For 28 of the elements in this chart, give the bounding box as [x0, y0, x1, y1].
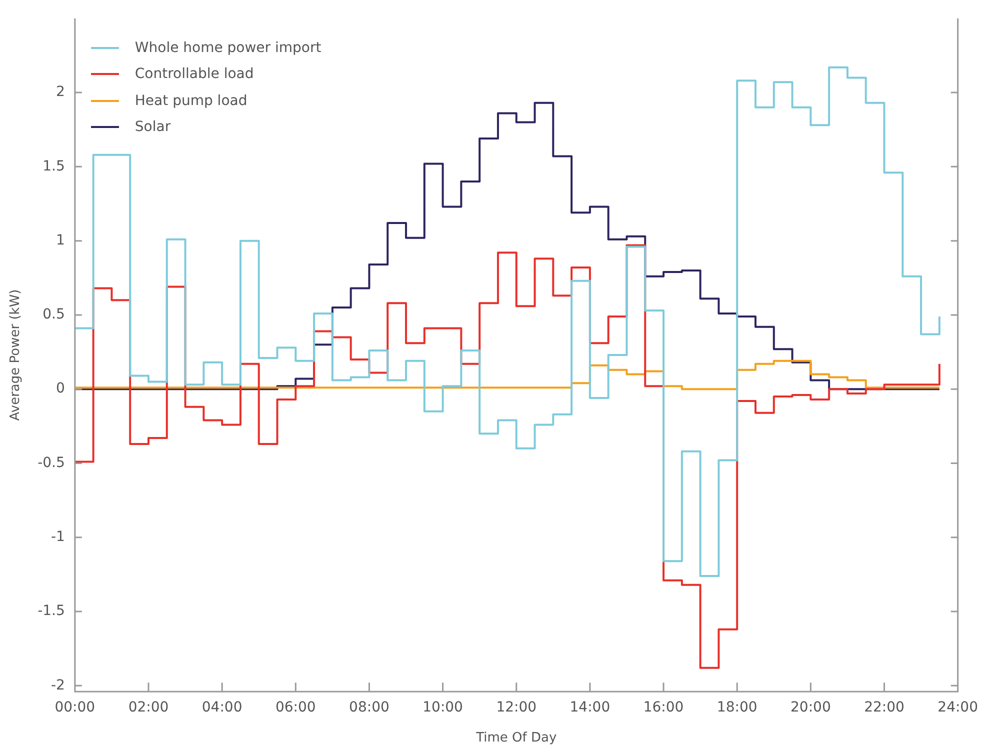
x-tick-label: 06:00 — [275, 700, 316, 716]
x-tick-label: 16:00 — [643, 700, 684, 716]
x-tick-label: 10:00 — [422, 700, 463, 716]
x-tick-label: 08:00 — [349, 700, 390, 716]
y-tick-label: -1 — [50, 529, 65, 546]
x-tick-label: 14:00 — [570, 700, 610, 716]
y-axis-title: Average Power (kW) — [8, 289, 24, 421]
y-tick-label: 0 — [56, 380, 65, 397]
y-tick-label: 0.5 — [42, 306, 65, 323]
x-tick-label: 24:00 — [938, 700, 978, 716]
x-tick-label: 12:00 — [496, 700, 537, 716]
legend-label: Controllable load — [134, 66, 254, 82]
x-tick-label: 22:00 — [864, 700, 904, 716]
y-tick-label: 2 — [56, 84, 65, 100]
x-axis-title: Time Of Day — [475, 730, 557, 746]
x-tick-label: 18:00 — [716, 700, 758, 716]
legend-label: Heat pump load — [134, 92, 248, 109]
y-tick-label: -0.5 — [38, 454, 65, 471]
y-tick-label: -2 — [50, 677, 65, 694]
x-tick-label: 02:00 — [128, 700, 169, 716]
x-tick-label: 00:00 — [54, 700, 96, 716]
x-tick-label: 04:00 — [202, 700, 242, 716]
y-tick-label: -1.5 — [38, 603, 65, 620]
y-tick-label: 1.5 — [42, 158, 65, 174]
x-tick-label: 20:00 — [790, 700, 831, 716]
legend-label: Whole home power import — [134, 40, 322, 56]
legend-label: Solar — [134, 119, 171, 136]
y-tick-label: 1 — [56, 232, 65, 248]
